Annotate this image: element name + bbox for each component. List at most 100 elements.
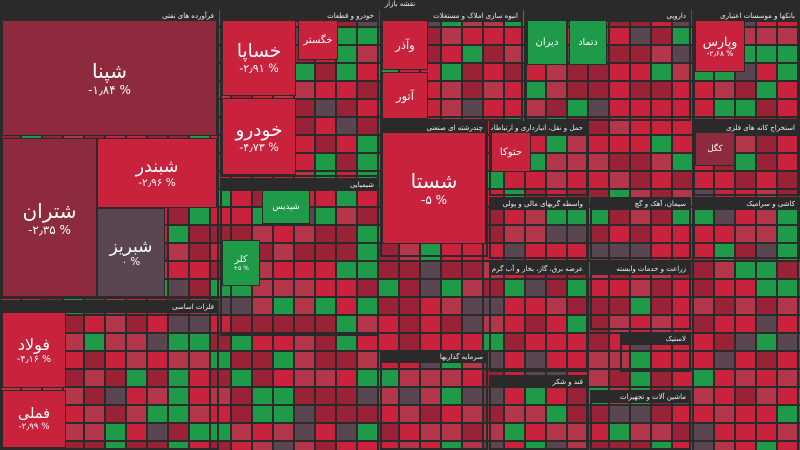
sector-title: سیمان، آهک و گچ xyxy=(592,199,689,210)
sector-title: چندرشته ای صنعتی xyxy=(382,123,486,134)
tile-cell xyxy=(462,45,483,63)
tile-cell xyxy=(546,243,567,261)
tile-cell xyxy=(504,45,525,63)
tile-cell xyxy=(357,351,378,369)
tile-cell xyxy=(756,423,777,441)
tile-cell xyxy=(546,423,567,441)
tile-cell xyxy=(336,117,357,135)
tile-cell xyxy=(504,279,525,297)
tile-cell xyxy=(672,153,693,171)
tile-cell xyxy=(777,333,798,351)
tile-cell xyxy=(651,423,672,441)
tile-cell xyxy=(651,45,672,63)
tile-cell xyxy=(630,423,651,441)
stock-name: دیران xyxy=(535,37,559,48)
tile-cell xyxy=(147,351,168,369)
sector: حمل و نقل، انبارداری و ارتباطات xyxy=(489,121,588,196)
tile-cell xyxy=(588,171,609,189)
tile-cell xyxy=(693,261,714,279)
tile-cell xyxy=(294,441,315,450)
tile-cell xyxy=(378,333,399,351)
tile-cell xyxy=(294,225,315,243)
stock-tile: شستا -۵ % xyxy=(382,132,486,244)
tile-cell xyxy=(630,117,651,135)
tile-cell xyxy=(672,441,693,450)
tile-cell xyxy=(483,27,504,45)
tile-cell xyxy=(798,405,800,423)
tile-cell xyxy=(357,441,378,450)
tile-cell xyxy=(399,261,420,279)
sector-title: سرمایه گذاریها xyxy=(382,352,486,363)
tile-cell xyxy=(504,99,525,117)
tile-cell xyxy=(609,171,630,189)
tile-cell xyxy=(420,315,441,333)
tile-cell xyxy=(777,351,798,369)
tile-cell xyxy=(483,81,504,99)
tile-cell xyxy=(441,279,462,297)
tile-cell xyxy=(504,63,525,81)
tile-cell xyxy=(273,387,294,405)
tile-cell xyxy=(399,333,420,351)
tile-cell xyxy=(252,297,273,315)
tile-cell xyxy=(693,423,714,441)
tile-cell xyxy=(441,99,462,117)
tile-cell xyxy=(483,315,504,333)
tile-cell xyxy=(588,153,609,171)
tile-cell xyxy=(756,297,777,315)
tile-cell xyxy=(525,171,546,189)
tile-cell xyxy=(756,153,777,171)
tile-cell xyxy=(630,243,651,261)
tile-cell xyxy=(231,297,252,315)
tile-cell xyxy=(441,423,462,441)
tile-cell xyxy=(735,423,756,441)
tile-cell xyxy=(798,351,800,369)
tile-cell xyxy=(105,333,126,351)
tile-cell xyxy=(630,297,651,315)
stock-name: کگل xyxy=(707,144,723,154)
tile-cell xyxy=(756,261,777,279)
tile-cell xyxy=(126,405,147,423)
tile-cell xyxy=(567,81,588,99)
tile-cell xyxy=(714,405,735,423)
tile-cell xyxy=(147,369,168,387)
stock-change: -۴٫۱۶ % xyxy=(16,354,52,365)
tile-cell xyxy=(294,297,315,315)
tile-cell xyxy=(756,441,777,450)
tile-cell xyxy=(273,297,294,315)
tile-cell xyxy=(588,279,609,297)
tile-cell xyxy=(651,135,672,153)
tile-cell xyxy=(462,387,483,405)
tile-cell xyxy=(378,297,399,315)
sector-title: قند و شکر xyxy=(491,377,586,388)
tile-cell xyxy=(126,423,147,441)
tile-cell xyxy=(546,171,567,189)
tile-cell xyxy=(336,423,357,441)
tile-cell xyxy=(483,441,504,450)
tile-cell xyxy=(294,315,315,333)
tile-cell xyxy=(735,315,756,333)
stock-name: حتوکا xyxy=(499,146,523,158)
tile-cell xyxy=(441,261,462,279)
tile-cell xyxy=(546,441,567,450)
tile-cell xyxy=(420,369,441,387)
tile-cell xyxy=(735,405,756,423)
tile-cell xyxy=(441,405,462,423)
tile-cell xyxy=(210,423,231,441)
tile-cell xyxy=(672,423,693,441)
stock-name: خساپا xyxy=(236,41,282,62)
tile-cell xyxy=(588,243,609,261)
tile-cell xyxy=(336,135,357,153)
tile-cell xyxy=(336,369,357,387)
tile-cell xyxy=(588,135,609,153)
tile-cell xyxy=(462,297,483,315)
tile-cell xyxy=(546,297,567,315)
tile-cell xyxy=(462,369,483,387)
stock-tile: شپنا -۱٫۸۴ % xyxy=(2,20,217,136)
tile-cell xyxy=(231,315,252,333)
tile-cell xyxy=(336,153,357,171)
sector: لاستیک xyxy=(620,332,691,372)
tile-cell xyxy=(462,279,483,297)
tile-cell xyxy=(630,99,651,117)
tile-cell xyxy=(147,315,168,333)
tile-cell xyxy=(525,243,546,261)
